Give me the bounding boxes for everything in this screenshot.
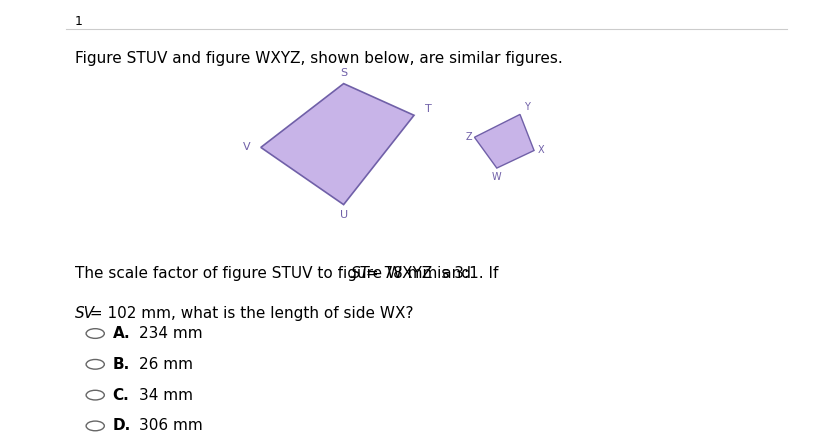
Text: C.: C. [112, 388, 129, 403]
Text: Figure STUV and figure WXYZ, shown below, are similar figures.: Figure STUV and figure WXYZ, shown below… [74, 51, 562, 66]
Text: S: S [340, 68, 347, 78]
Text: V: V [242, 143, 250, 152]
Text: A.: A. [112, 326, 130, 341]
Text: = 102 mm, what is the length of side WX?: = 102 mm, what is the length of side WX? [84, 306, 413, 321]
Text: 1: 1 [74, 15, 83, 29]
Text: D.: D. [112, 418, 131, 433]
Text: W: W [491, 172, 501, 183]
Text: T: T [424, 103, 431, 114]
Polygon shape [261, 84, 414, 205]
Polygon shape [474, 114, 533, 168]
Text: The scale factor of figure STUV to figure WXYZ is 3:1. If: The scale factor of figure STUV to figur… [74, 266, 502, 281]
Text: 306 mm: 306 mm [139, 418, 203, 433]
Text: ST: ST [351, 266, 369, 281]
Text: 26 mm: 26 mm [139, 357, 193, 372]
Text: = 78 mm and: = 78 mm and [361, 266, 470, 281]
Text: B.: B. [112, 357, 130, 372]
Text: U: U [339, 210, 347, 220]
Text: SV: SV [74, 306, 94, 321]
Text: Y: Y [523, 102, 529, 112]
Text: 234 mm: 234 mm [139, 326, 203, 341]
Text: X: X [538, 146, 544, 155]
Text: 34 mm: 34 mm [139, 388, 193, 403]
Text: Z: Z [465, 132, 471, 142]
